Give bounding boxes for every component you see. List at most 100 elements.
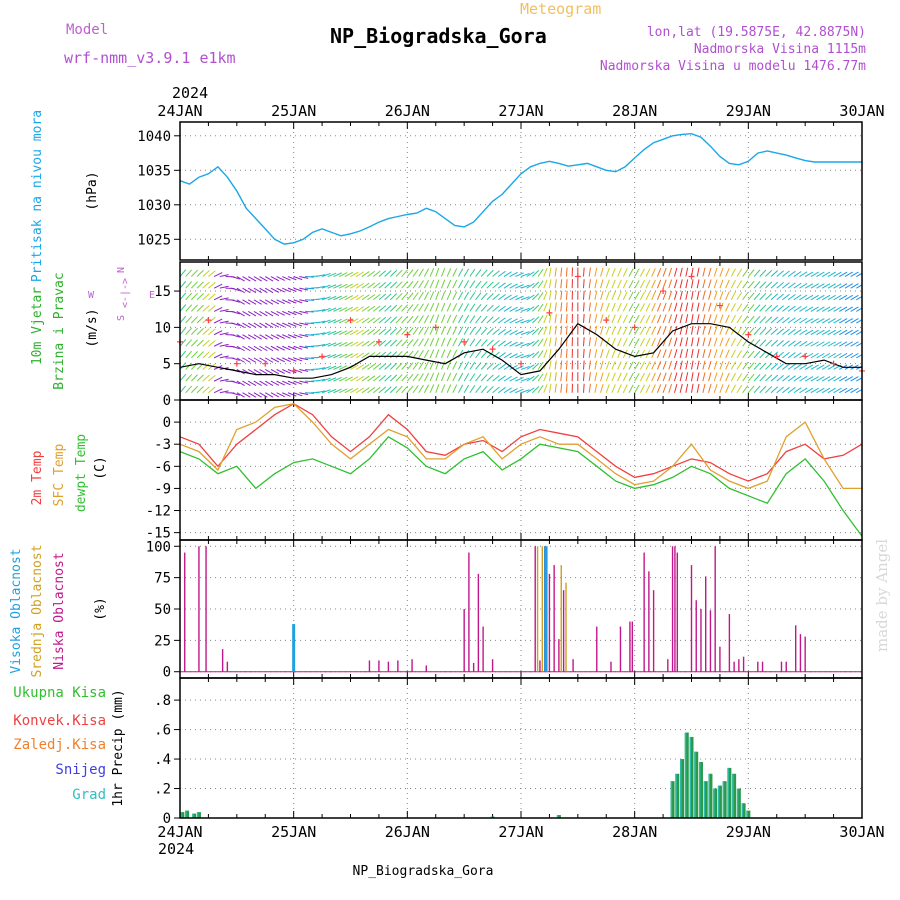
- temp-unit: (C): [93, 456, 108, 479]
- wind-barb: [565, 383, 568, 393]
- wind-barb: [259, 287, 268, 294]
- wind-barb: [662, 279, 667, 289]
- gust-marker: [375, 338, 382, 345]
- wind-barb: [560, 290, 563, 300]
- wind-barb: [253, 310, 262, 317]
- wind-barb: [316, 274, 326, 278]
- wind-barb: [588, 383, 591, 393]
- wind-barb: [435, 267, 440, 277]
- wind-barb: [406, 280, 414, 289]
- wind-barb: [287, 276, 297, 281]
- wind-barb: [515, 388, 524, 394]
- precip-bar: [680, 759, 685, 818]
- wind-barb: [264, 369, 274, 375]
- y-tick-label: 1035: [137, 163, 171, 179]
- wind-barb: [350, 387, 359, 394]
- wind-barb: [503, 387, 512, 394]
- wind-barb: [833, 329, 842, 336]
- wind-barb: [304, 299, 315, 301]
- wind-barb: [429, 279, 435, 289]
- wind-barb: [804, 318, 814, 324]
- wind-barb: [793, 305, 802, 312]
- wind-barb: [401, 269, 409, 277]
- wind-barb: [412, 361, 419, 370]
- wind-barb: [282, 380, 291, 386]
- y-tick-label: 100: [146, 539, 171, 555]
- wind-barb: [463, 303, 470, 312]
- gust-marker: [574, 273, 581, 280]
- precip-bar-edge: [192, 813, 194, 818]
- wind-barb: [486, 269, 494, 277]
- year-bottom: 2024: [158, 840, 194, 858]
- precip-bar: [746, 810, 751, 818]
- y-tick-label: 1040: [137, 129, 171, 145]
- wind-barb: [782, 351, 790, 359]
- wind-barb: [202, 374, 210, 382]
- wind-barb: [656, 349, 662, 359]
- wind-barb: [622, 291, 628, 300]
- wind-barb: [316, 390, 326, 394]
- wind-barb: [469, 384, 476, 394]
- wind-barb: [856, 388, 862, 394]
- wind-barb: [594, 279, 598, 289]
- wind-barb: [423, 338, 430, 347]
- precip-bar: [180, 812, 185, 818]
- low-cloud-bar: [738, 659, 740, 672]
- precip-bar-edge: [670, 781, 673, 818]
- wind-barb: [202, 339, 210, 347]
- wind-barb: [583, 279, 585, 289]
- wind-barb: [299, 334, 309, 337]
- wind-barb: [435, 279, 440, 289]
- wind-barb: [503, 375, 512, 382]
- wind-barb: [259, 392, 268, 398]
- wind-barb: [691, 290, 694, 300]
- wind-barb: [696, 267, 700, 277]
- y-tick-label: 10: [154, 320, 171, 336]
- wind-barb: [231, 334, 240, 338]
- wind-barb: [350, 283, 359, 289]
- wind-barb: [668, 349, 673, 359]
- wind-barb: [401, 315, 409, 324]
- wind-barb: [219, 390, 229, 394]
- wind-barb: [293, 310, 303, 315]
- precip-legend-snow: Snijeg: [55, 762, 106, 778]
- wind-barb: [839, 283, 848, 289]
- wind-barb: [770, 304, 779, 312]
- wind-barb: [429, 268, 435, 277]
- wind-barb: [480, 374, 488, 382]
- y-tick-label: 0: [163, 415, 171, 431]
- wind-barb: [293, 276, 303, 281]
- wind-barb: [475, 338, 482, 347]
- wind-barb: [725, 384, 730, 393]
- wind-barb: [753, 292, 761, 301]
- wind-barb: [327, 295, 337, 301]
- wind-barb: [299, 369, 309, 372]
- wind-barb: [708, 314, 712, 324]
- wind-barb: [708, 337, 712, 347]
- wind-barb: [418, 361, 424, 370]
- wind-barb: [656, 360, 662, 370]
- low-cloud-bar: [700, 609, 702, 672]
- wind-barb: [338, 306, 348, 312]
- low-cloud-bar: [491, 659, 494, 672]
- wind-barb: [452, 314, 458, 324]
- wind-barb: [605, 291, 610, 300]
- wind-barb: [355, 375, 365, 382]
- wind-barb: [532, 293, 540, 301]
- wind-barb: [344, 283, 353, 289]
- x-top-label: 30JAN: [839, 102, 884, 120]
- wind-barb: [520, 365, 530, 370]
- wind-barb: [702, 279, 706, 289]
- wind-barb: [282, 334, 291, 339]
- wind-barb: [327, 284, 337, 289]
- wind-key-n: N: [116, 267, 127, 273]
- wind-barb: [719, 302, 724, 312]
- wind-barb: [185, 292, 193, 301]
- wind-barb: [628, 279, 634, 289]
- wind-barb: [691, 279, 694, 289]
- temp-sfc-line: [179, 402, 862, 490]
- wind-barb: [554, 290, 557, 300]
- x-bottom-label: 28JAN: [612, 823, 657, 841]
- wind-barb: [691, 302, 694, 312]
- wind-barb: [639, 372, 646, 382]
